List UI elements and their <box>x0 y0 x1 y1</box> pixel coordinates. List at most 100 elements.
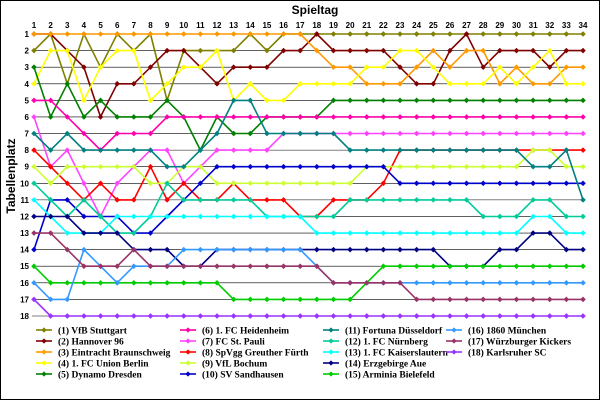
data-point <box>413 279 420 286</box>
data-point <box>130 130 137 137</box>
data-point <box>230 64 237 71</box>
data-point <box>430 114 437 120</box>
data-point <box>230 114 237 120</box>
data-point <box>31 246 37 253</box>
data-point <box>496 97 503 104</box>
data-point <box>530 64 536 71</box>
series-13 <box>31 196 586 236</box>
data-point <box>313 80 320 87</box>
data-point <box>147 114 154 120</box>
data-point <box>430 163 437 170</box>
data-point <box>197 279 204 286</box>
data-point <box>363 31 370 37</box>
data-point <box>546 313 553 319</box>
data-point <box>580 246 586 253</box>
data-point <box>297 246 304 253</box>
data-point <box>64 246 71 253</box>
legend-marker <box>41 327 47 333</box>
data-point <box>297 313 304 319</box>
data-point <box>330 114 337 120</box>
data-point <box>380 147 387 154</box>
data-point <box>81 180 87 187</box>
data-point <box>447 130 453 137</box>
data-point <box>546 213 553 220</box>
data-point <box>347 80 353 87</box>
data-point <box>447 279 453 286</box>
data-point <box>164 196 170 203</box>
data-point <box>546 296 553 303</box>
y-tick-label: 7 <box>25 130 30 139</box>
data-point <box>413 313 420 319</box>
data-point <box>430 246 437 253</box>
data-point <box>463 114 470 120</box>
data-point <box>330 64 337 71</box>
data-point <box>180 279 187 286</box>
data-point <box>530 180 536 187</box>
data-point <box>280 246 287 253</box>
legend-label: (5) Dynamo Dresden <box>58 370 142 381</box>
data-point <box>397 230 403 236</box>
y-axis-title: Tabellenplatz <box>4 138 18 213</box>
y-tick-label: 5 <box>25 96 30 105</box>
data-point <box>114 230 121 236</box>
data-point <box>496 296 503 303</box>
data-point <box>81 196 87 203</box>
legend-label: (3) Eintracht Braunschweig <box>58 348 171 359</box>
series-17 <box>31 230 586 303</box>
legend-marker <box>185 349 191 355</box>
series-line <box>34 99 583 151</box>
legend-item: (7) FC St. Pauli <box>180 337 265 348</box>
data-point <box>447 263 453 270</box>
series-line <box>34 33 583 85</box>
data-point <box>447 31 453 37</box>
legend-item: (1) VfB Stuttgart <box>36 326 128 337</box>
data-point <box>347 313 353 319</box>
data-point <box>180 213 187 220</box>
data-point <box>114 47 121 54</box>
data-point <box>513 64 520 71</box>
data-point <box>97 213 104 220</box>
data-point <box>397 180 403 187</box>
series-16 <box>31 246 586 303</box>
series-line <box>33 149 583 185</box>
legend-item: (15) Arminia Bielefeld <box>323 370 435 381</box>
data-point <box>297 114 304 120</box>
data-point <box>247 296 254 303</box>
y-tick-label: 10 <box>20 179 29 188</box>
data-point <box>264 246 270 253</box>
data-point <box>363 246 370 253</box>
data-point <box>214 31 220 37</box>
data-point <box>330 296 337 303</box>
data-point <box>563 246 570 253</box>
data-point <box>347 114 353 120</box>
data-point <box>164 213 170 220</box>
data-point <box>297 263 304 270</box>
data-point <box>347 64 353 71</box>
data-point <box>363 196 370 203</box>
data-point <box>47 213 54 220</box>
legend-item: (17) Würzburger Kickers <box>446 337 571 348</box>
data-point <box>530 114 536 120</box>
series-14 <box>31 213 586 270</box>
x-tick-label: 20 <box>346 21 355 30</box>
data-point <box>496 64 503 71</box>
data-point <box>430 147 437 154</box>
x-tick-label: 24 <box>412 21 421 30</box>
data-point <box>180 263 187 270</box>
data-point <box>413 147 420 154</box>
legend-label: (13) 1. FC Kaiserslautern <box>345 348 449 359</box>
data-point <box>496 47 503 54</box>
data-point <box>546 80 553 87</box>
legend-item: (12) 1. FC Nürnberg <box>323 337 428 348</box>
data-point <box>64 147 71 154</box>
series-line <box>33 182 583 234</box>
data-point <box>480 130 487 137</box>
data-point <box>330 246 337 253</box>
data-point <box>347 31 353 37</box>
data-point <box>197 246 204 253</box>
data-point <box>546 196 553 203</box>
data-point <box>97 31 104 37</box>
data-point <box>480 213 487 220</box>
legend-marker <box>41 371 47 377</box>
